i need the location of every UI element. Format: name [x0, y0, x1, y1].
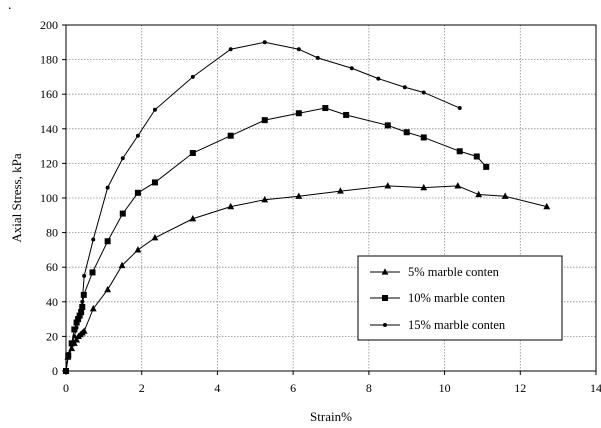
series-2	[63, 105, 490, 374]
data-point	[79, 303, 86, 310]
x-tick-label: 12	[514, 381, 526, 395]
data-point	[189, 214, 197, 222]
data-point	[227, 202, 235, 210]
data-point	[118, 261, 126, 269]
data-point	[473, 153, 480, 160]
data-point	[104, 285, 112, 293]
data-point	[343, 111, 350, 118]
data-point	[402, 85, 407, 90]
data-point	[134, 189, 141, 196]
y-tick-label: 20	[46, 329, 58, 343]
y-tick-label: 60	[46, 260, 58, 274]
data-point	[91, 237, 96, 242]
data-point	[295, 192, 303, 199]
x-tick-label: 14	[590, 381, 601, 395]
legend-label: 15% marble conten	[408, 318, 506, 332]
data-point	[82, 273, 87, 278]
series-1	[62, 182, 551, 374]
data-point	[295, 110, 302, 117]
data-point	[475, 190, 483, 198]
data-point	[227, 132, 234, 139]
corner-mark: .	[8, 0, 12, 13]
tick-labels: 0 20 40 60 80 100 120 140 160 180 200 0 2 4 6 8 10 12 14	[40, 18, 601, 395]
legend-label: 10% marble conten	[408, 291, 506, 305]
data-point	[420, 134, 427, 141]
data-point	[104, 238, 111, 245]
y-tick-label: 120	[40, 156, 58, 170]
data-point	[152, 107, 157, 112]
data-point	[69, 343, 74, 348]
data-point	[105, 185, 110, 190]
data-point	[454, 182, 462, 189]
data-point	[151, 179, 158, 186]
data-point	[315, 55, 320, 60]
data-point	[135, 133, 140, 138]
data-point	[151, 233, 159, 241]
data-point	[501, 192, 509, 199]
legend-label: 5% marble conten	[408, 265, 500, 279]
x-tick-label: 4	[214, 381, 220, 395]
x-tick-label: 0	[63, 381, 69, 395]
y-tick-label: 80	[46, 226, 58, 240]
data-point	[134, 246, 142, 253]
data-point	[74, 325, 79, 330]
data-point	[76, 317, 81, 322]
data-point	[261, 195, 269, 203]
x-axis-title: Strain%	[310, 409, 352, 424]
data-point	[349, 66, 354, 71]
data-point	[66, 351, 71, 356]
y-tick-label: 100	[40, 191, 58, 205]
data-point	[376, 76, 381, 81]
data-point	[457, 106, 462, 111]
series-layer	[62, 40, 551, 374]
legend-marker	[381, 268, 389, 275]
series-3	[64, 40, 462, 373]
data-point	[73, 319, 80, 326]
y-tick-label: 140	[40, 122, 58, 136]
data-point	[384, 182, 392, 189]
legend-marker	[383, 323, 387, 327]
data-point	[89, 304, 97, 312]
data-point	[322, 105, 329, 112]
data-point	[262, 40, 267, 45]
data-point	[189, 150, 196, 157]
data-point	[296, 47, 301, 52]
y-tick-label: 40	[46, 295, 58, 309]
data-point	[228, 47, 233, 52]
legend-marker	[382, 295, 388, 301]
y-tick-label: 180	[40, 53, 58, 67]
data-point	[190, 74, 195, 79]
y-axis-title: Axial Stress, kPa	[9, 153, 24, 242]
data-point	[71, 326, 78, 333]
data-point	[73, 336, 80, 343]
x-tick-label: 2	[139, 381, 145, 395]
y-tick-label: 0	[52, 364, 58, 378]
data-point	[80, 327, 88, 334]
data-point	[261, 117, 268, 124]
data-point	[421, 90, 426, 95]
data-point	[483, 163, 490, 170]
data-point	[543, 202, 551, 210]
data-point	[80, 299, 85, 304]
data-point	[89, 269, 96, 276]
x-tick-label: 10	[439, 381, 451, 395]
data-point	[120, 156, 125, 161]
data-point	[384, 122, 391, 129]
data-point	[78, 308, 83, 313]
data-point	[119, 210, 126, 217]
data-point	[72, 334, 77, 339]
data-point	[403, 129, 410, 136]
x-tick-label: 8	[366, 381, 372, 395]
data-point	[337, 187, 344, 194]
x-tick-label: 6	[290, 381, 296, 395]
data-point	[456, 148, 463, 155]
data-point	[420, 183, 428, 191]
legend: 5% marble conten 10% marble conten 15% mar…	[357, 255, 563, 341]
y-tick-label: 200	[40, 18, 58, 32]
y-tick-label: 160	[40, 87, 58, 101]
data-point	[80, 291, 87, 298]
